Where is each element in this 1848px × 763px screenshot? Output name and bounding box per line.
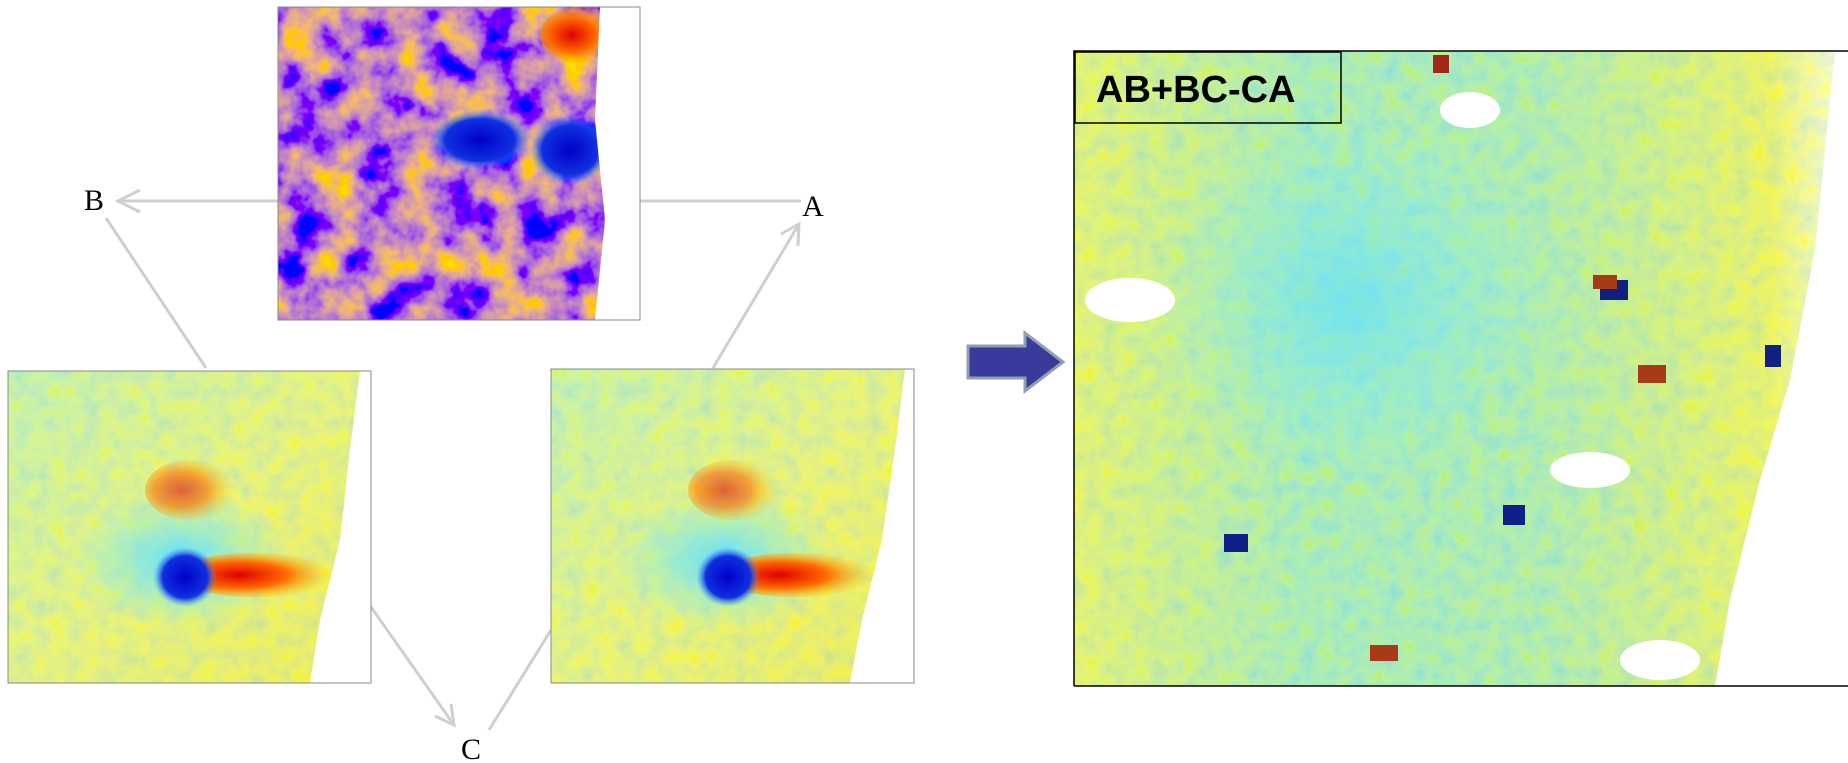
interferogram-left: [8, 371, 371, 683]
result-image: AB+BC-CA: [1074, 51, 1848, 686]
spot: [1593, 275, 1617, 289]
interferogram-right: [551, 369, 914, 683]
node-label: A: [802, 190, 824, 223]
connector: [713, 224, 799, 368]
blob: [145, 460, 235, 520]
blob: [688, 460, 778, 520]
spot: [1224, 534, 1248, 552]
blob: [1550, 452, 1630, 488]
result-arrow: [968, 333, 1063, 391]
connector: [489, 630, 551, 730]
blob: [1150, 120, 1550, 480]
blob: [1085, 278, 1175, 322]
connector: [371, 607, 454, 725]
node-label: C: [461, 733, 481, 763]
spot: [1433, 55, 1449, 73]
interferogram-top: [278, 7, 640, 320]
blob: [153, 547, 217, 607]
node-label: B: [84, 184, 104, 217]
spot: [1370, 645, 1398, 661]
spot: [1503, 505, 1525, 525]
diagram: B A C AB+BC-CA: [0, 0, 1848, 763]
connector: [106, 218, 206, 368]
result-label: AB+BC-CA: [1096, 69, 1296, 111]
blob: [430, 110, 530, 170]
no-data: [595, 7, 640, 320]
spot: [1765, 345, 1781, 367]
spot: [1638, 365, 1666, 383]
blob: [1440, 92, 1500, 128]
blob: [696, 547, 760, 607]
blob: [1620, 640, 1700, 680]
